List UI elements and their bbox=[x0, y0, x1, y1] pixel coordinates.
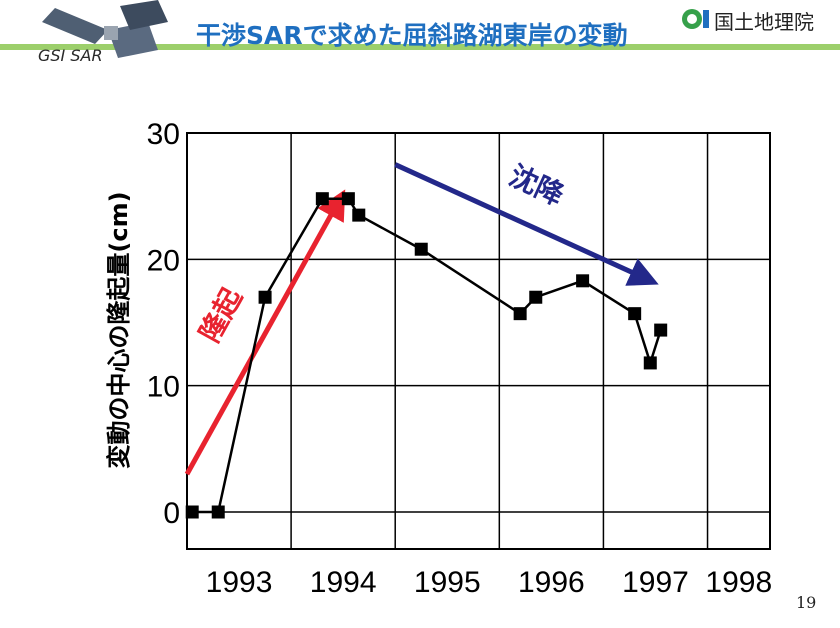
annotations: 隆起 沈降 bbox=[184, 159, 659, 476]
logo-text: GSI SAR bbox=[38, 46, 103, 65]
data-point bbox=[628, 307, 642, 321]
uplift-arrow bbox=[184, 189, 346, 476]
header-green-bar bbox=[0, 44, 840, 50]
y-axis-label: 変動の中心の隆起量(cm) bbox=[105, 191, 133, 468]
gsi-logo-icon bbox=[682, 9, 709, 29]
data-point bbox=[654, 323, 668, 337]
grid bbox=[186, 132, 771, 550]
data-point bbox=[414, 242, 428, 256]
plot-frame bbox=[186, 132, 771, 550]
x-tick-label: 1996 bbox=[518, 566, 585, 599]
data-point bbox=[211, 505, 225, 519]
data-series bbox=[185, 192, 668, 519]
y-tick-label: 30 bbox=[147, 118, 180, 151]
data-point bbox=[258, 290, 272, 304]
data-point bbox=[513, 307, 527, 321]
data-point bbox=[576, 274, 590, 288]
x-tick-label: 1993 bbox=[206, 566, 273, 599]
x-tick-label: 1997 bbox=[622, 566, 689, 599]
slide-header: GSI SAR 干渉SARで求めた屈斜路湖東岸の変動 国土地理院 bbox=[0, 0, 840, 72]
y-tick-label: 0 bbox=[163, 497, 180, 530]
uplift-label: 隆起 bbox=[193, 282, 250, 348]
x-tick-label: 1995 bbox=[414, 566, 481, 599]
data-point bbox=[341, 192, 355, 206]
y-tick-label: 20 bbox=[147, 244, 180, 277]
data-point bbox=[185, 505, 199, 519]
y-tick-label: 10 bbox=[147, 371, 180, 404]
header-decoration bbox=[0, 0, 840, 58]
x-tick-label: 1994 bbox=[310, 566, 377, 599]
x-tick-label: 1998 bbox=[705, 566, 772, 599]
data-point bbox=[643, 356, 657, 370]
slide-title: 干渉SARで求めた屈斜路湖東岸の変動 bbox=[196, 21, 628, 50]
data-point bbox=[352, 208, 366, 222]
tick-labels: 1993 1994 1995 1996 1997 1998 0 10 20 30 bbox=[147, 118, 773, 599]
data-point bbox=[529, 290, 543, 304]
subsidence-arrow bbox=[394, 162, 659, 286]
data-point bbox=[315, 192, 329, 206]
page-number: 19 bbox=[796, 593, 817, 612]
organization-name: 国土地理院 bbox=[714, 10, 814, 34]
subsidence-label: 沈降 bbox=[504, 159, 570, 213]
satellite-icon bbox=[42, 0, 168, 58]
